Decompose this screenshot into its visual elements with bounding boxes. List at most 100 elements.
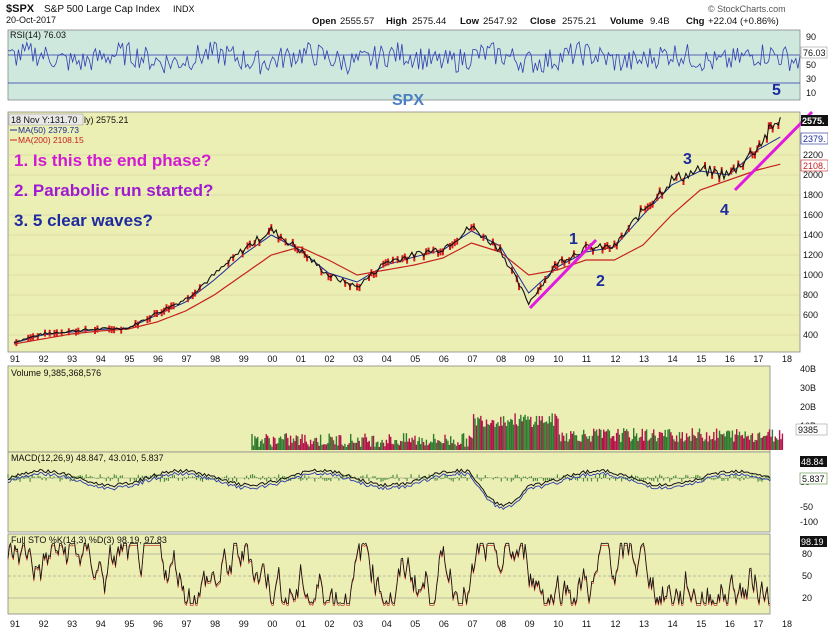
volume-bar (455, 445, 458, 450)
volume-bar (674, 441, 676, 450)
x-axis-label-bottom: 16 (725, 619, 735, 629)
volume-bar (315, 437, 318, 450)
low-label: Low (460, 16, 480, 27)
volume-tick-label: 30B (800, 383, 816, 393)
x-axis-label: 03 (353, 354, 363, 364)
x-axis-label: 93 (67, 354, 77, 364)
volume-bar (631, 439, 633, 450)
volume-bar (434, 438, 436, 450)
volume-bar (378, 447, 380, 450)
x-axis-label-bottom: 91 (10, 619, 20, 629)
volume-bar (458, 444, 460, 450)
wave-4-label: 4 (720, 202, 729, 219)
volume-bar (508, 421, 511, 450)
volume-bar (338, 435, 340, 450)
volume-bar (543, 422, 545, 450)
volume-bar (332, 440, 335, 450)
price-tick-label: 600 (803, 310, 818, 320)
volume-bar (272, 436, 275, 450)
price-tick-label: 1200 (803, 250, 823, 260)
volume-bar (325, 444, 328, 450)
volume-bar (740, 435, 742, 450)
volume-bar (567, 441, 569, 450)
x-axis-label: 04 (382, 354, 392, 364)
volume-bar (645, 429, 648, 450)
volume-bar (258, 446, 260, 450)
x-axis-label-bottom: 97 (182, 619, 192, 629)
volume-bar (667, 429, 669, 450)
x-axis-label: 95 (124, 354, 134, 364)
x-axis-label-bottom: 18 (782, 619, 792, 629)
annotation-q3: 3. 5 clear waves? (14, 211, 153, 230)
volume-bar (255, 438, 257, 450)
x-axis-label: 05 (410, 354, 420, 364)
volume-bar (264, 438, 266, 450)
volume-bar (771, 429, 774, 450)
volume-bar (704, 439, 706, 450)
volume-bar (368, 440, 370, 450)
volume-bar (370, 446, 372, 450)
x-axis-label: 07 (467, 354, 477, 364)
x-axis-label: 06 (439, 354, 449, 364)
x-axis-label-bottom: 92 (39, 619, 49, 629)
open-label: Open (312, 16, 336, 27)
volume-bar (371, 436, 373, 450)
price-tick-label: 1600 (803, 210, 823, 220)
volume-bar (577, 440, 579, 450)
price-label: ly) 2575.21 (84, 115, 129, 125)
volume-bar (744, 431, 746, 450)
volume-bar (661, 432, 663, 450)
volume-bar (510, 418, 512, 450)
volume-bar (468, 435, 470, 450)
volume-bar (319, 434, 322, 450)
x-axis-label-bottom: 09 (525, 619, 535, 629)
volume-bar (504, 422, 506, 450)
volume-bar (533, 424, 535, 450)
price-tick-label: 800 (803, 290, 818, 300)
volume-bar (714, 440, 716, 450)
annotation-q2: 2. Parabolic run started? (14, 181, 213, 200)
volume-bar (688, 435, 691, 450)
volume-bar (601, 437, 603, 450)
volume-bar (748, 439, 751, 450)
ma200-label: MA(200) 2108.15 (18, 135, 84, 145)
volume-bar (418, 437, 420, 450)
volume-bar (573, 431, 575, 450)
ma200-line (13, 163, 781, 345)
volume-bar (747, 435, 749, 450)
volume-bar (505, 426, 508, 450)
volume-bar (412, 439, 415, 450)
volume-bar (623, 428, 625, 450)
volume-bar (657, 438, 659, 450)
volume-bar (491, 419, 493, 450)
volume-bar (651, 433, 653, 450)
volume-bar (550, 422, 552, 450)
macd-line (7, 468, 771, 508)
volume-bar (435, 442, 438, 450)
volume-bar (495, 423, 498, 450)
volume-bar (611, 436, 613, 450)
volume-bar (614, 441, 616, 450)
volume-bar (517, 426, 519, 450)
x-axis-label: 98 (210, 354, 220, 364)
volume-bar (561, 432, 563, 450)
volume-bar (547, 423, 549, 450)
volume-bar (350, 433, 352, 450)
volume-bar (610, 438, 612, 450)
volume-bar (690, 440, 692, 450)
volume-bar (531, 427, 533, 450)
volume-bar (400, 440, 402, 450)
x-axis-label: 99 (239, 354, 249, 364)
volume-bar (643, 440, 645, 450)
volume-bar (490, 423, 492, 450)
volume-bar (407, 441, 409, 450)
volume-bar (451, 443, 453, 450)
macd-tick-label: -50 (800, 502, 813, 512)
volume-bar (328, 433, 330, 450)
volume-bar (284, 433, 286, 450)
price-tick-label: 2200 (803, 150, 823, 160)
open-value: 2555.57 (340, 16, 374, 27)
volume-bar (670, 432, 672, 450)
volume-bar (274, 438, 276, 450)
rsi-line (7, 40, 801, 76)
